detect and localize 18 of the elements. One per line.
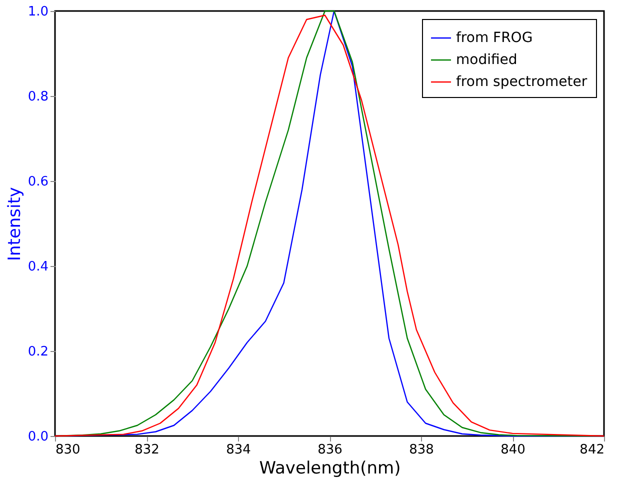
x-tick-label: 834	[226, 442, 251, 458]
y-axis-title: Intensity	[4, 187, 25, 261]
legend-label: modified	[456, 52, 518, 68]
y-tick-label: 0.6	[28, 174, 48, 190]
x-tick-label: 840	[500, 442, 526, 458]
y-tick-label: 0.0	[28, 430, 48, 444]
y-tick-label: 0.4	[28, 260, 48, 274]
y-tick-label: 0.2	[28, 344, 48, 360]
legend-label: from spectrometer	[456, 74, 588, 90]
y-tick-label: 1.0	[28, 4, 48, 20]
x-tick-label: 842	[580, 442, 604, 458]
x-tick-label: 838	[409, 442, 434, 458]
y-tick-label: 0.8	[28, 90, 48, 104]
x-tick-label: 836	[318, 442, 342, 458]
x-axis-title: Wavelength(nm)	[259, 458, 401, 478]
legend-label: from FROG	[456, 30, 533, 46]
x-tick-label: 832	[134, 442, 160, 458]
x-tick-label: 830	[56, 442, 80, 458]
